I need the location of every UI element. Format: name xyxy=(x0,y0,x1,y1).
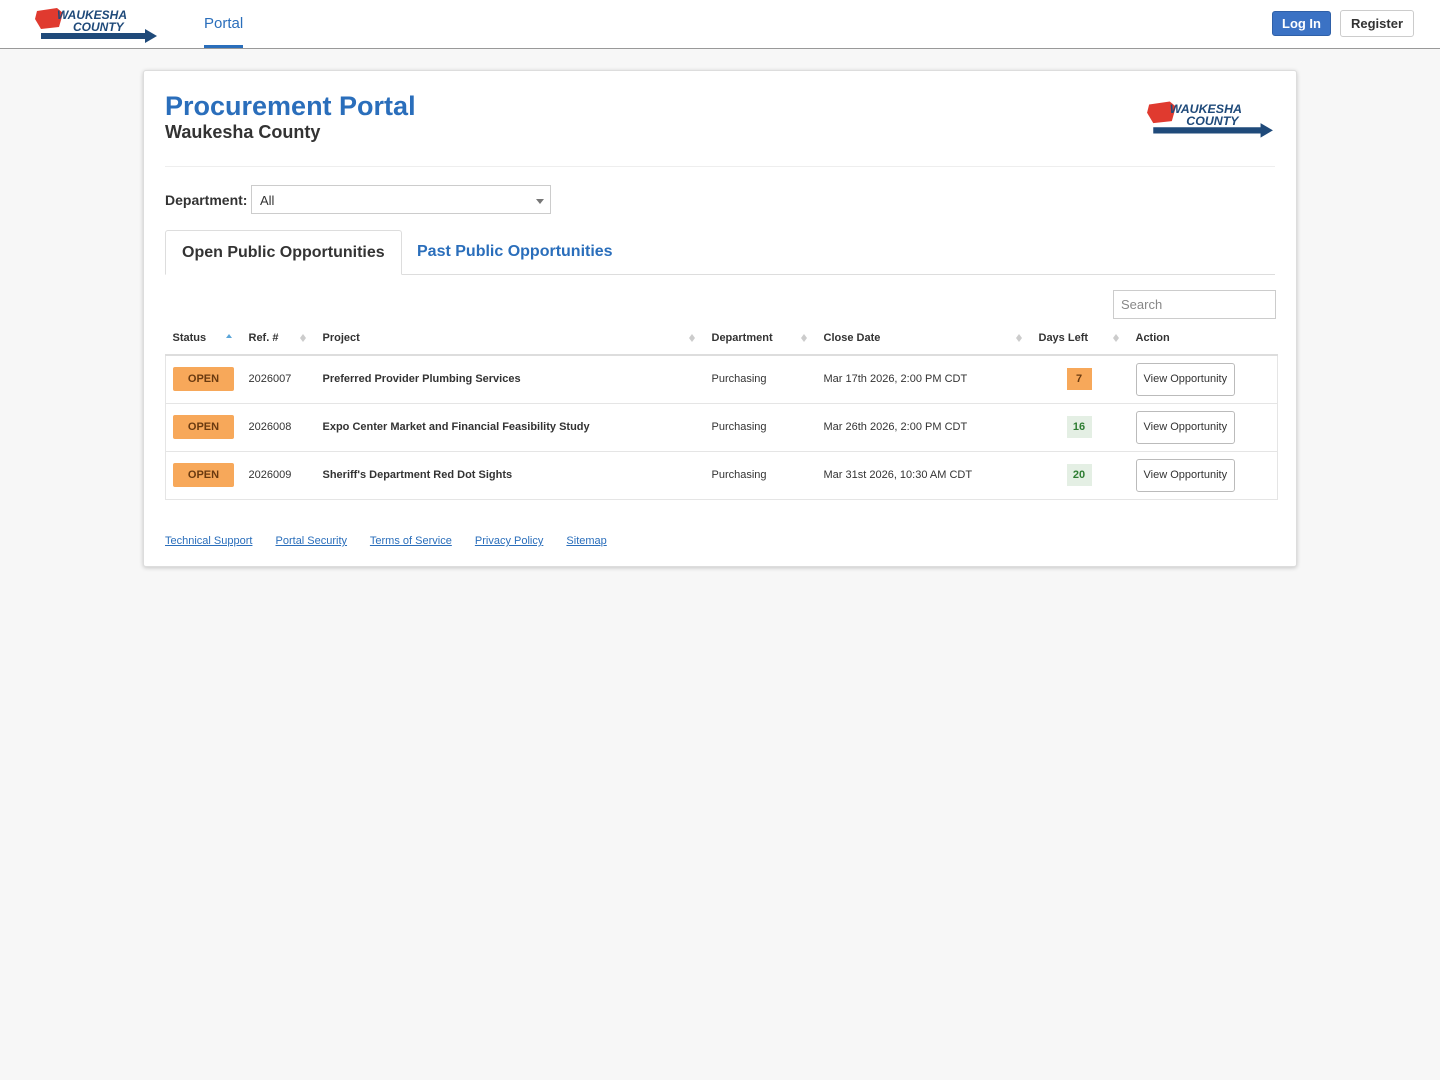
project-name: Sheriff's Department Red Dot Sights xyxy=(315,451,705,500)
tab-past-opportunities[interactable]: Past Public Opportunities xyxy=(417,243,613,260)
department: Purchasing xyxy=(704,355,817,404)
view-opportunity-button[interactable]: View Opportunity xyxy=(1135,410,1236,444)
footer-link-sitemap[interactable]: Sitemap xyxy=(566,535,607,547)
days-left-badge: 7 xyxy=(1066,368,1092,391)
search-input[interactable] xyxy=(1113,290,1276,319)
col-department[interactable]: Department xyxy=(704,321,817,356)
footer-links: Technical Support Portal Security Terms … xyxy=(165,535,627,547)
ref-number: 2026007 xyxy=(241,355,316,404)
view-opportunity-button[interactable]: View Opportunity xyxy=(1135,362,1236,396)
tab-open-opportunities[interactable]: Open Public Opportunities xyxy=(165,230,402,275)
opportunities-table: Status Ref. # Project Department Close D… xyxy=(165,321,1278,500)
close-date: Mar 17th 2026, 2:00 PM CDT xyxy=(816,355,1032,404)
ref-number: 2026009 xyxy=(241,451,316,500)
department-label: Department: xyxy=(165,192,248,208)
sort-icon xyxy=(1015,332,1022,344)
ref-number: 2026008 xyxy=(241,403,316,452)
sort-asc-icon xyxy=(225,332,232,344)
col-project[interactable]: Project xyxy=(315,321,705,356)
close-date: Mar 26th 2026, 2:00 PM CDT xyxy=(816,403,1032,452)
divider xyxy=(165,166,1275,167)
col-action: Action xyxy=(1128,321,1278,356)
top-nav: WAUKESHA COUNTY Portal Log In Register xyxy=(0,0,1440,49)
nav-portal-link[interactable]: Portal xyxy=(204,0,244,48)
col-status[interactable]: Status xyxy=(165,321,242,356)
svg-text:WAUKESHA: WAUKESHA xyxy=(57,8,127,22)
tabs: Open Public Opportunities Past Public Op… xyxy=(165,230,1275,275)
footer-link-privacy-policy[interactable]: Privacy Policy xyxy=(474,535,544,547)
sort-icon xyxy=(688,332,695,344)
department-select[interactable]: All xyxy=(251,185,551,214)
close-date: Mar 31st 2026, 10:30 AM CDT xyxy=(816,451,1032,500)
sort-icon xyxy=(299,332,306,344)
svg-text:COUNTY: COUNTY xyxy=(1186,114,1240,128)
svg-text:COUNTY: COUNTY xyxy=(73,20,125,34)
col-close-date[interactable]: Close Date xyxy=(816,321,1032,356)
department-value: All xyxy=(260,193,275,208)
department: Purchasing xyxy=(704,403,817,452)
project-name: Expo Center Market and Financial Feasibi… xyxy=(315,403,705,452)
sort-icon xyxy=(1112,332,1119,344)
page-title: Procurement Portal xyxy=(165,91,416,121)
days-left-badge: 20 xyxy=(1066,464,1092,486)
portal-card: Procurement Portal Waukesha County WAUKE… xyxy=(143,70,1297,567)
view-opportunity-button[interactable]: View Opportunity xyxy=(1135,458,1236,492)
status-badge: OPEN xyxy=(173,415,234,439)
project-name: Preferred Provider Plumbing Services xyxy=(315,355,705,404)
status-badge: OPEN xyxy=(173,463,234,487)
register-button[interactable]: Register xyxy=(1340,10,1414,37)
login-button[interactable]: Log In xyxy=(1272,11,1331,36)
days-left-badge: 16 xyxy=(1066,416,1092,438)
waukesha-county-logo-large: WAUKESHA COUNTY xyxy=(1147,101,1273,138)
status-badge: OPEN xyxy=(173,367,234,392)
footer-link-technical-support[interactable]: Technical Support xyxy=(165,535,253,547)
table-row: OPEN 2026009 Sheriff's Department Red Do… xyxy=(165,451,1278,500)
page-subtitle: Waukesha County xyxy=(165,122,321,142)
table-row: OPEN 2026008 Expo Center Market and Fina… xyxy=(165,403,1278,452)
footer-link-portal-security[interactable]: Portal Security xyxy=(275,535,348,547)
col-days-left[interactable]: Days Left xyxy=(1031,321,1129,356)
footer-link-terms-of-service[interactable]: Terms of Service xyxy=(369,535,452,547)
col-ref[interactable]: Ref. # xyxy=(241,321,316,356)
table-row: OPEN 2026007 Preferred Provider Plumbing… xyxy=(165,355,1278,404)
waukesha-county-logo[interactable]: WAUKESHA COUNTY xyxy=(33,5,159,45)
department: Purchasing xyxy=(704,451,817,500)
svg-text:WAUKESHA: WAUKESHA xyxy=(1170,102,1242,116)
sort-icon xyxy=(800,332,807,344)
